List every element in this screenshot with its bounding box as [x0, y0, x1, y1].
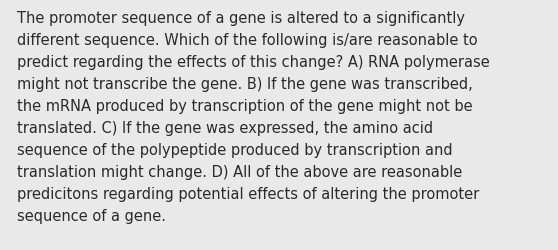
Text: might not transcribe the gene. B) If the gene was transcribed,: might not transcribe the gene. B) If the…: [17, 77, 473, 92]
Text: predict regarding the effects of this change? A) RNA polymerase: predict regarding the effects of this ch…: [17, 55, 489, 70]
Text: The promoter sequence of a gene is altered to a significantly: The promoter sequence of a gene is alter…: [17, 11, 465, 26]
Text: translated. C) If the gene was expressed, the amino acid: translated. C) If the gene was expressed…: [17, 121, 433, 136]
Text: sequence of the polypeptide produced by transcription and: sequence of the polypeptide produced by …: [17, 142, 453, 158]
Text: different sequence. Which of the following is/are reasonable to: different sequence. Which of the followi…: [17, 33, 477, 48]
Text: sequence of a gene.: sequence of a gene.: [17, 208, 166, 223]
Text: translation might change. D) All of the above are reasonable: translation might change. D) All of the …: [17, 164, 462, 179]
Text: the mRNA produced by transcription of the gene might not be: the mRNA produced by transcription of th…: [17, 99, 473, 114]
Text: predicitons regarding potential effects of altering the promoter: predicitons regarding potential effects …: [17, 186, 479, 201]
